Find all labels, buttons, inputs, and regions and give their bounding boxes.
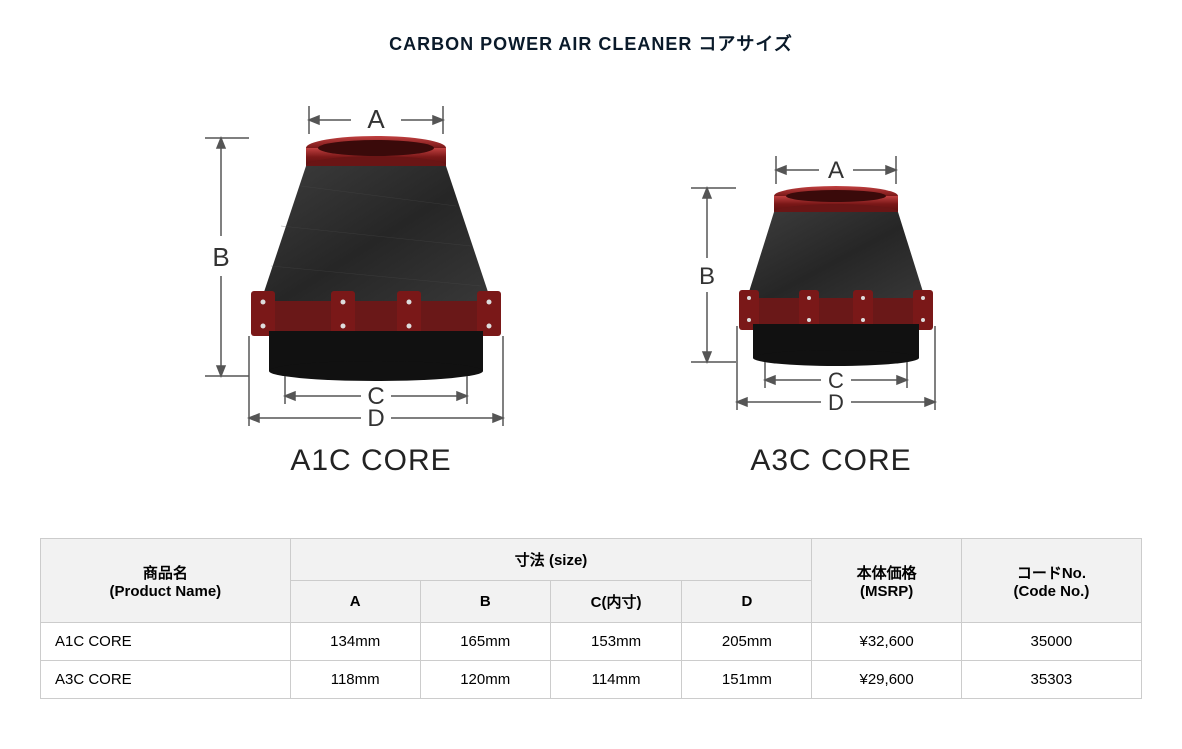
cell-C: 153mm (550, 623, 682, 661)
cell-code: 35000 (961, 623, 1141, 661)
col-product-name: 商品名 (Product Name) (41, 539, 291, 623)
col-msrp: 本体価格 (MSRP) (812, 539, 961, 623)
dim-b-label: B (212, 242, 229, 272)
cell-A: 134mm (290, 623, 420, 661)
cell-D: 151mm (682, 661, 812, 699)
col-B: B (420, 581, 550, 623)
cell-msrp: ¥32,600 (812, 623, 961, 661)
a1c-label: A1C CORE (290, 444, 451, 478)
diagram-a3c: A (661, 76, 1001, 478)
col-size: 寸法 (size) (290, 539, 812, 581)
cell-C: 114mm (550, 661, 682, 699)
product-diagrams: A (40, 76, 1142, 478)
col-D: D (682, 581, 812, 623)
cell-name: A3C CORE (41, 661, 291, 699)
cell-A: 118mm (290, 661, 420, 699)
dim-d-label: D (367, 405, 384, 432)
a3c-label: A3C CORE (750, 444, 911, 478)
table-row: A1C CORE 134mm 165mm 153mm 205mm ¥32,600… (41, 623, 1142, 661)
dim-a-label: A (367, 104, 385, 134)
col-C: C(内寸) (550, 581, 682, 623)
col-code: コードNo. (Code No.) (961, 539, 1141, 623)
cell-code: 35303 (961, 661, 1141, 699)
svg-text:A: A (828, 157, 844, 184)
page-title: CARBON POWER AIR CLEANER コアサイズ (40, 30, 1142, 56)
cell-B: 120mm (420, 661, 550, 699)
cell-name: A1C CORE (41, 623, 291, 661)
table-row: A3C CORE 118mm 120mm 114mm 151mm ¥29,600… (41, 661, 1142, 699)
a1c-svg: A (181, 76, 561, 436)
cell-B: 165mm (420, 623, 550, 661)
svg-text:D: D (828, 390, 844, 415)
a3c-svg: A (661, 76, 1001, 436)
svg-text:B: B (699, 263, 715, 290)
col-A: A (290, 581, 420, 623)
cell-msrp: ¥29,600 (812, 661, 961, 699)
spec-table: 商品名 (Product Name) 寸法 (size) 本体価格 (MSRP)… (40, 538, 1142, 699)
cell-D: 205mm (682, 623, 812, 661)
diagram-a1c: A (181, 76, 561, 478)
